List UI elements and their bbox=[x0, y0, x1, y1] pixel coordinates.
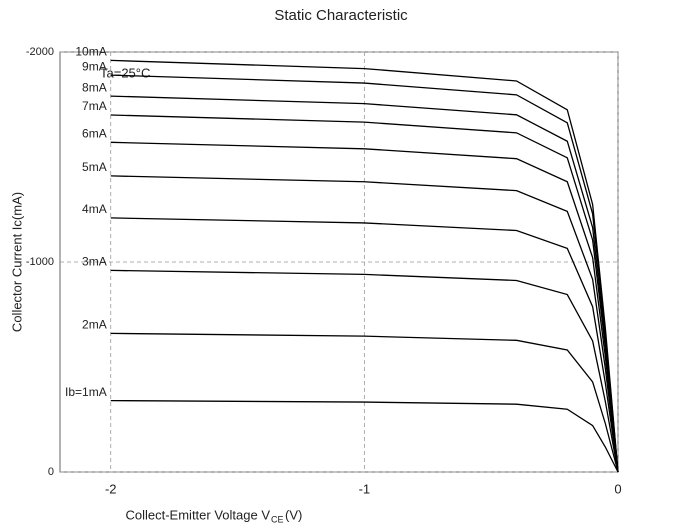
x-axis-label-unit: (V) bbox=[285, 507, 302, 522]
x-tick-label: -1 bbox=[359, 481, 371, 496]
curve-label: 5mA bbox=[82, 160, 107, 174]
curve bbox=[110, 399, 619, 473]
curve bbox=[110, 59, 619, 473]
curve-label: 10mA bbox=[75, 45, 106, 59]
curve bbox=[110, 269, 619, 473]
curve bbox=[110, 217, 619, 473]
curve-label: 6mA bbox=[82, 126, 107, 140]
curve-label: 4mA bbox=[82, 202, 107, 216]
annotation: Ta=25°C bbox=[100, 65, 150, 80]
curve-label: 3mA bbox=[82, 255, 107, 269]
x-axis-label-sub: CE bbox=[271, 514, 284, 524]
curve-label: 2mA bbox=[82, 318, 107, 332]
curve bbox=[110, 95, 619, 473]
x-tick-label: -2 bbox=[105, 481, 117, 496]
plot-area bbox=[59, 51, 619, 473]
y-axis-label: Collector Current Ic(mA) bbox=[9, 192, 24, 332]
curve bbox=[110, 332, 619, 473]
y-tick-label: -1000 bbox=[26, 256, 54, 268]
y-tick-label: -2000 bbox=[26, 46, 54, 58]
curve-label: Ib=1mA bbox=[65, 385, 107, 399]
y-tick-label: 0 bbox=[48, 466, 54, 478]
x-tick-label: 0 bbox=[614, 481, 621, 496]
curve bbox=[110, 175, 619, 473]
x-axis-label: Collect-Emitter Voltage V bbox=[125, 507, 270, 522]
curve-label: 9mA bbox=[82, 59, 107, 73]
chart-title: Static Characteristic bbox=[274, 7, 408, 24]
curve bbox=[110, 141, 619, 473]
curve-label: 8mA bbox=[82, 80, 107, 94]
curve-label: 7mA bbox=[82, 99, 107, 113]
